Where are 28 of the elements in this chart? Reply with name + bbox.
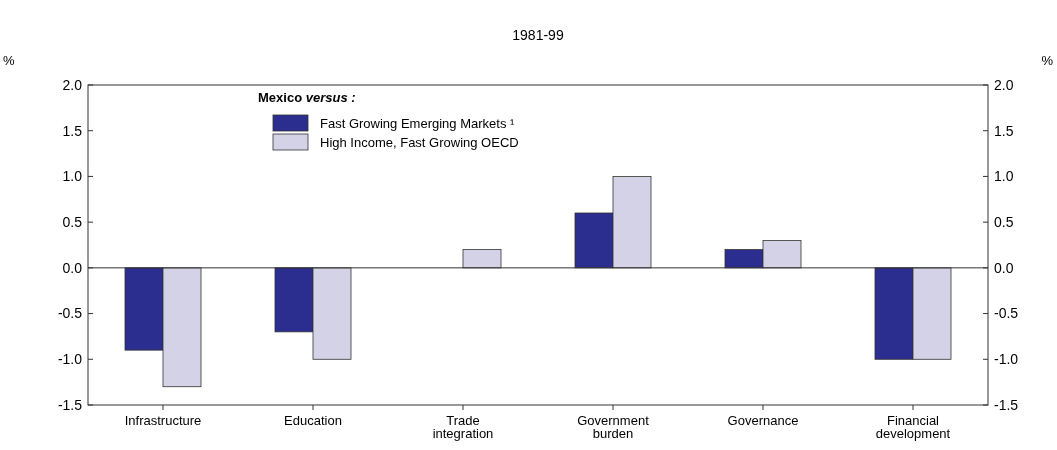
legend-label: Fast Growing Emerging Markets ¹ <box>320 115 515 131</box>
y2-axis-title: % <box>1041 53 1054 68</box>
y2-tick-label: -0.5 <box>994 305 1019 322</box>
y2-tick-label: 2.0 <box>994 76 1014 93</box>
y2-tick-label: 0.0 <box>994 259 1014 276</box>
x-tick-label: Education <box>284 413 342 428</box>
y2-tick-label: -1.5 <box>994 396 1019 413</box>
y2-tick-label: -1.0 <box>994 351 1019 368</box>
y2-tick-label: 1.0 <box>994 168 1014 185</box>
y-tick-label: 0.5 <box>62 214 83 231</box>
chart-title: 1981-99 <box>512 27 564 43</box>
x-tick-label: Government burden <box>577 413 650 441</box>
x-tick-label: Governance <box>727 413 799 428</box>
y-tick-label: 1.0 <box>62 168 83 185</box>
y-tick-label: -1.0 <box>57 351 83 368</box>
y-tick-label: 0.0 <box>62 259 83 276</box>
x-tick-label: Infrastructure <box>124 413 202 428</box>
y2-tick-label: 1.5 <box>994 122 1014 139</box>
y-tick-label: -1.5 <box>57 396 83 413</box>
y-tick-label: 1.5 <box>62 122 83 139</box>
x-tick-label: Trade integration <box>432 413 494 441</box>
x-tick-label: Financial development <box>875 413 951 441</box>
legend-title: Mexico versus : <box>258 90 356 105</box>
y-tick-label: 2.0 <box>62 76 83 93</box>
y2-tick-label: 0.5 <box>994 214 1014 231</box>
legend-label: High Income, Fast Growing OECD <box>320 134 519 150</box>
y-tick-label: -0.5 <box>57 305 83 322</box>
y-axis-title: % <box>3 53 15 68</box>
